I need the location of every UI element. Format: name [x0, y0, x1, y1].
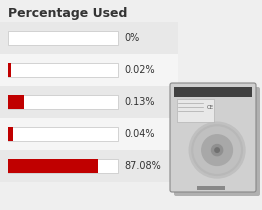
Text: 0.04%: 0.04%	[124, 129, 155, 139]
Bar	[8, 95, 118, 109]
Bar	[8, 127, 118, 141]
Bar	[174, 87, 252, 97]
Bar	[8, 159, 98, 173]
Bar	[0, 150, 178, 182]
Text: 87.08%: 87.08%	[124, 161, 161, 171]
Bar	[8, 95, 24, 109]
Bar	[0, 86, 178, 118]
Circle shape	[211, 144, 223, 156]
Bar	[8, 63, 10, 77]
Bar	[8, 159, 118, 173]
Bar	[8, 31, 118, 45]
Text: 0.13%: 0.13%	[124, 97, 155, 107]
Text: CE: CE	[206, 105, 214, 110]
Bar	[8, 63, 118, 77]
Circle shape	[202, 135, 232, 165]
Text: 0%: 0%	[124, 33, 139, 43]
Bar	[0, 22, 178, 54]
Bar	[8, 127, 13, 141]
FancyBboxPatch shape	[174, 87, 260, 196]
Bar	[196, 186, 225, 190]
Text: 0.02%: 0.02%	[124, 65, 155, 75]
Circle shape	[215, 148, 219, 152]
Text: Percentage Used: Percentage Used	[8, 8, 127, 21]
Bar	[177, 99, 214, 122]
Bar	[0, 118, 178, 150]
FancyBboxPatch shape	[170, 83, 256, 192]
Bar	[0, 54, 178, 86]
Circle shape	[189, 122, 245, 178]
